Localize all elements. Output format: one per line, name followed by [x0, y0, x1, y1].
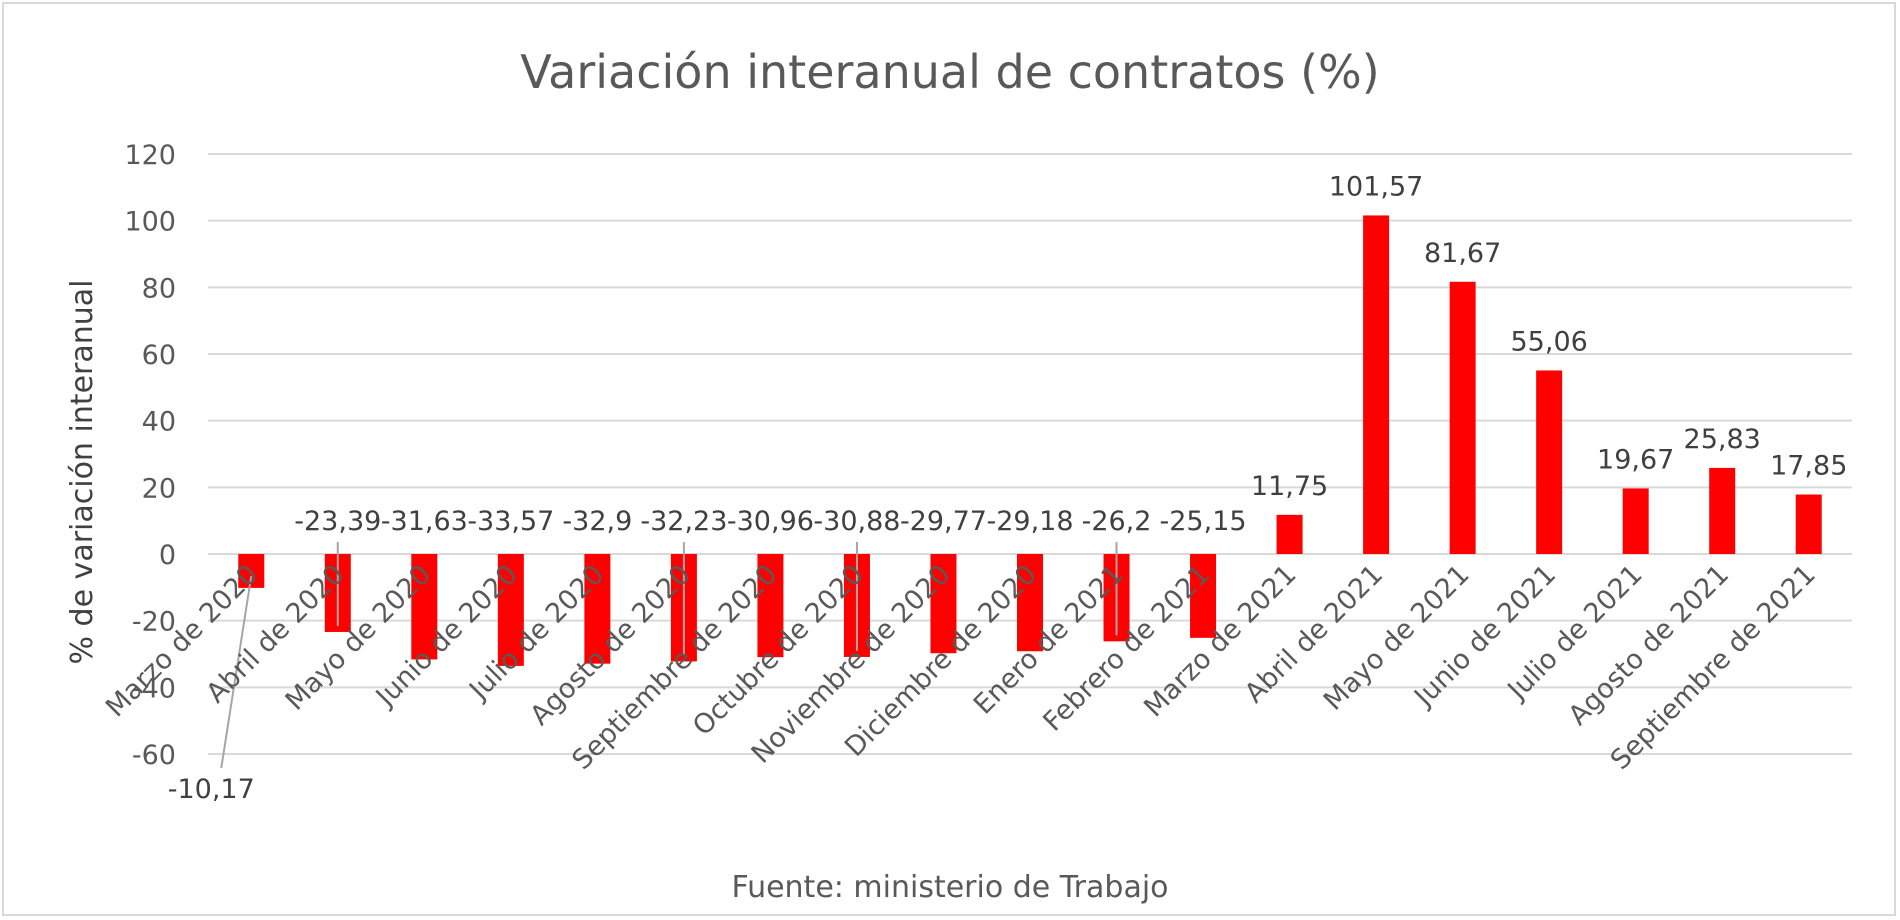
data-label: 81,67: [1424, 238, 1501, 269]
bar: [497, 554, 524, 666]
data-label: 19,67: [1597, 444, 1674, 475]
bar: [757, 554, 784, 658]
data-label: -23,39: [294, 506, 381, 537]
bar: [1622, 488, 1649, 554]
leader-line: [220, 575, 253, 769]
data-label: 25,83: [1684, 424, 1761, 455]
y-tick-label: 100: [124, 207, 176, 238]
data-label: -10,17: [168, 774, 255, 805]
y-tick-label: -20: [132, 607, 176, 638]
y-tick-label: 40: [142, 407, 176, 438]
x-tick-label: Mayo de 2021: [1318, 559, 1476, 717]
leader-lines: [220, 542, 1118, 769]
bar: [1363, 215, 1390, 554]
data-label: 11,75: [1251, 471, 1328, 502]
data-label: -29,18: [986, 506, 1073, 537]
y-tick-label: 0: [159, 540, 176, 571]
data-label: 55,06: [1511, 326, 1588, 357]
bar: [1536, 370, 1563, 554]
data-label: -33,57: [467, 506, 554, 537]
y-tick-label: 60: [142, 340, 176, 371]
bar: [1276, 514, 1303, 554]
y-axis-ticks: 120 100 80 60 40 20 0 -20 -40 -60: [124, 140, 176, 771]
data-label: -30,96: [727, 506, 814, 537]
gridlines: [208, 153, 1852, 755]
data-label: -31,63: [381, 506, 468, 537]
y-axis-title: % de variación interanual: [65, 279, 100, 664]
y-tick-label: 80: [142, 273, 176, 304]
bar: [1017, 554, 1043, 652]
bar: [1709, 467, 1736, 554]
data-label: -26,2: [1082, 506, 1152, 537]
data-label: -30,88: [813, 506, 900, 537]
x-tick-label: Agosto de 2021: [1563, 559, 1735, 731]
data-label: -32,9: [562, 506, 632, 537]
data-labels: -10,17 -23,39 -31,63 -33,57 -32,9 -32,23 -30,9…: [168, 171, 1848, 805]
data-label: -32,23: [640, 506, 727, 537]
data-label: 101,57: [1329, 171, 1423, 202]
bar: [1190, 554, 1217, 638]
y-tick-label: -60: [132, 740, 176, 771]
bar: [1449, 281, 1476, 554]
data-label: -25,15: [1160, 506, 1247, 537]
y-tick-label: 120: [124, 140, 176, 171]
x-tick-label: Marzo de 2020: [100, 559, 264, 723]
data-label: -29,77: [900, 506, 987, 537]
bar: [930, 554, 957, 654]
source-note: Fuente: ministerio de Trabajo: [731, 870, 1168, 905]
bar: [1795, 494, 1822, 554]
bar: [411, 554, 438, 660]
chart-title: Variación interanual de contratos (%): [520, 45, 1379, 99]
x-tick-label: Marzo de 2021: [1138, 559, 1302, 723]
y-tick-label: -40: [132, 673, 176, 704]
y-tick-label: 20: [142, 473, 176, 504]
bar: [584, 554, 611, 664]
data-label: 17,85: [1770, 451, 1847, 482]
